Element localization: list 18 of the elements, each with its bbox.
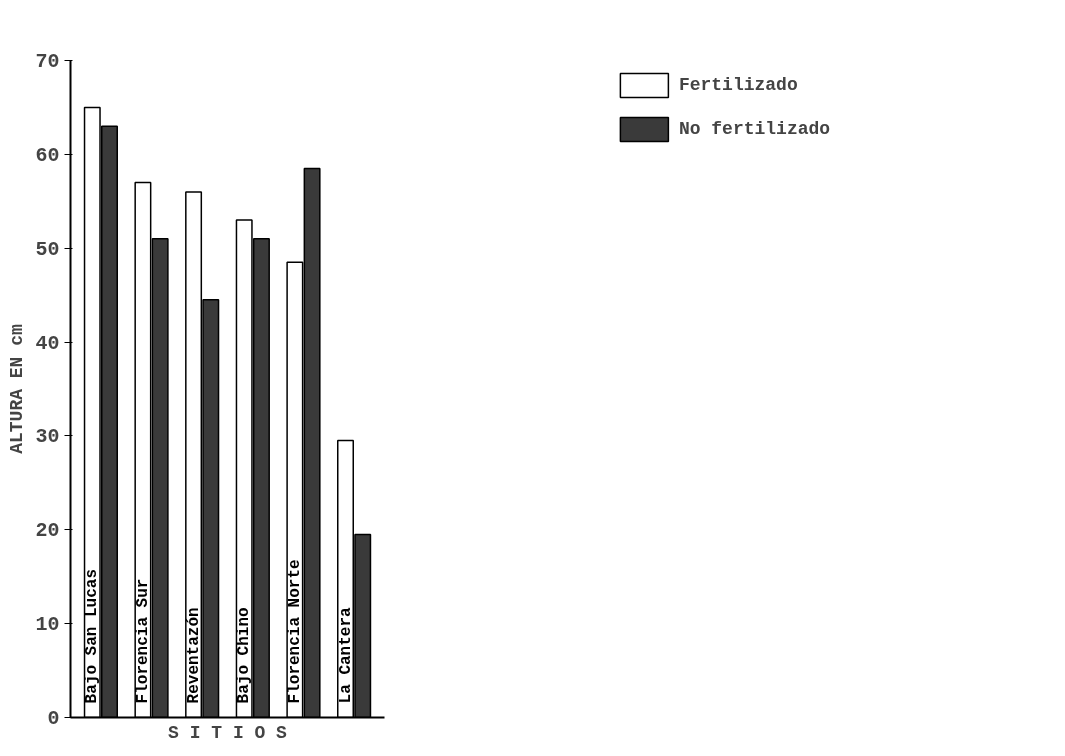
x-tick-label: La Cantera: [336, 607, 355, 704]
x-tick-label: Florencia Sur: [133, 578, 152, 704]
y-tick-label: 0: [47, 707, 60, 730]
y-tick-label: 50: [35, 237, 60, 261]
legend-label: Fertilizado: [678, 75, 798, 95]
y-tick-label: 60: [35, 143, 60, 167]
x-tick-label: Reventazón: [184, 607, 203, 704]
x-tick-label: Bajo San Lucas: [83, 569, 102, 704]
y-axis-title: ALTURA EN cm: [7, 323, 28, 454]
y-tick-label: 20: [35, 519, 60, 543]
y-tick-label: 10: [35, 613, 60, 637]
y-tick-label: 30: [35, 425, 60, 449]
y-tick-label: 40: [35, 331, 60, 355]
legend-label: No fertilizado: [678, 119, 831, 139]
x-axis-title: S I T I O S: [168, 722, 288, 743]
y-tick-label: 70: [35, 50, 60, 73]
x-tick-label: Bajo Chino: [235, 607, 254, 704]
x-tick-label: Florencia Norte: [285, 559, 304, 704]
